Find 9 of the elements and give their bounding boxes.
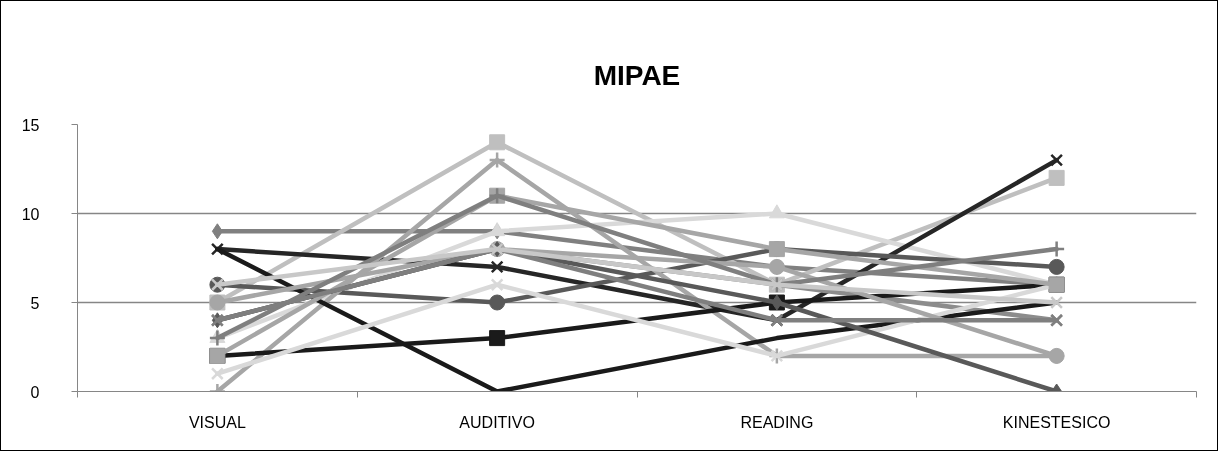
x-tick-label: AUDITIVO bbox=[459, 413, 535, 431]
x-tick-label: KINESTESICO bbox=[1002, 413, 1111, 431]
y-tick-label: 5 bbox=[30, 294, 40, 312]
y-tick-label: 10 bbox=[21, 205, 40, 223]
chart-title: MIPAE bbox=[593, 59, 681, 91]
y-tick-label: 15 bbox=[21, 116, 40, 134]
y-tick-label: 0 bbox=[30, 383, 40, 401]
x-tick-label: READING bbox=[740, 413, 814, 431]
x-tick-label: VISUAL bbox=[188, 413, 246, 431]
